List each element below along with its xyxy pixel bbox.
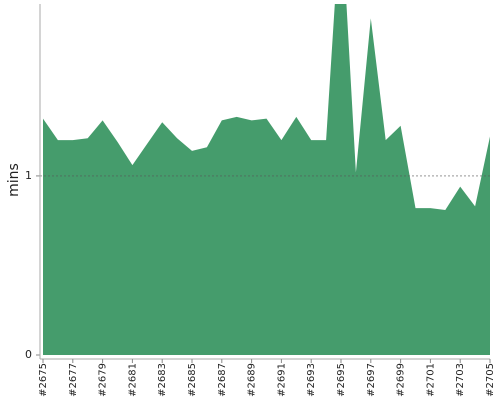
x-tick-label: #2695: [336, 363, 347, 397]
x-tick-label: #2679: [98, 363, 109, 397]
y-tick-label: 0: [25, 348, 32, 361]
x-tick-label: #2705: [485, 363, 496, 397]
x-tick-label: #2677: [68, 363, 79, 397]
x-tick-label: #2681: [127, 363, 138, 397]
x-tick-label: #2697: [366, 363, 377, 397]
x-tick-label: #2689: [247, 363, 258, 397]
y-axis-label: mins: [6, 163, 22, 197]
x-tick-label: #2685: [187, 363, 198, 397]
x-tick-label: #2675: [38, 363, 49, 397]
x-tick-label: #2699: [396, 363, 407, 397]
x-tick-label: #2703: [455, 363, 466, 397]
x-tick-label: #2687: [217, 363, 228, 397]
y-tick-label: 1: [25, 169, 32, 182]
area: [43, 4, 490, 355]
x-tick-label: #2683: [157, 363, 168, 397]
plot-area: [43, 4, 490, 355]
x-tick-label: #2701: [425, 363, 436, 397]
x-tick-label: #2691: [276, 363, 287, 397]
x-tick-label: #2693: [306, 363, 317, 397]
